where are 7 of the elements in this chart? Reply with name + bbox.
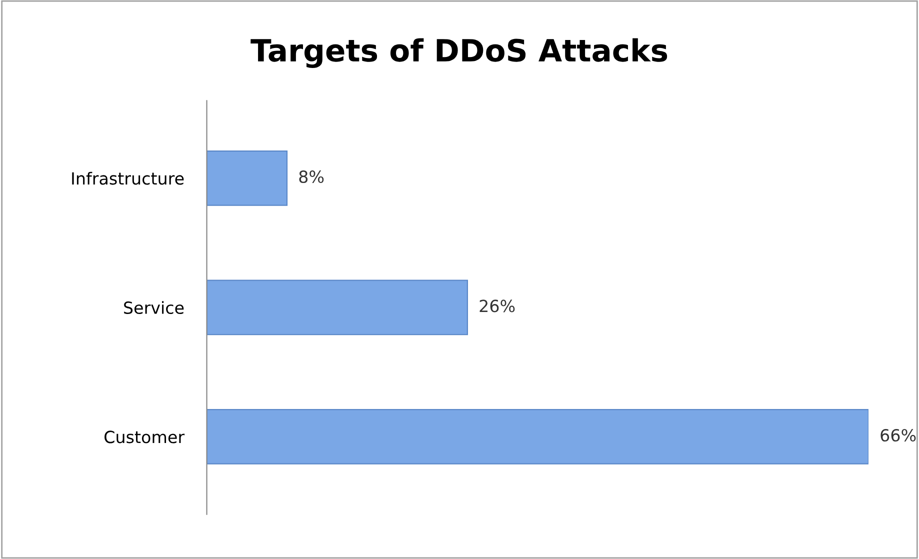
data-label: 66% (880, 428, 916, 442)
chart-title: Targets of DDoS Attacks (250, 38, 668, 68)
y-tick-label: Infrastructure (72, 172, 184, 185)
data-label: 8% (299, 170, 324, 184)
data-label: 26% (480, 300, 515, 312)
y-tick-label: Service (124, 301, 184, 314)
y-tick-label: Customer (104, 430, 185, 444)
